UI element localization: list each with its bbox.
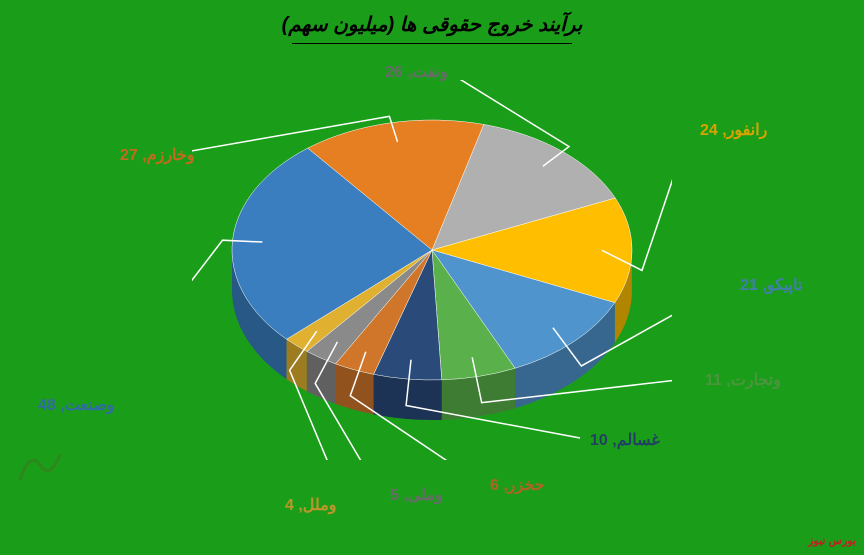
- pie-svg: [192, 80, 672, 460]
- watermark-right: بورس نیوز: [808, 534, 856, 547]
- title-underline: [292, 43, 572, 44]
- slice-label: تاپیکو, 21: [740, 275, 802, 295]
- slice-label: رانفور, 24: [700, 120, 767, 140]
- slice-label: حخزر, 6: [490, 475, 545, 495]
- watermark-left-logo: [10, 440, 70, 495]
- pie-chart: [192, 80, 672, 460]
- chart-title: برآیند خروج حقوقی ها (میلیون سهم): [0, 0, 864, 41]
- slice-label: غسالم, 10: [590, 430, 660, 450]
- chart-container: برآیند خروج حقوقی ها (میلیون سهم) ونفت, …: [0, 0, 864, 555]
- slice-label: وملل, 4: [285, 495, 337, 515]
- slice-label: وخارزم, 27: [120, 145, 195, 165]
- slice-label: ونفت, 26: [385, 62, 448, 82]
- slice-label: وتجارت, 11: [705, 370, 781, 390]
- slice-label: وصنعت, 48: [38, 395, 114, 415]
- slice-label: وملی, 5: [390, 485, 443, 505]
